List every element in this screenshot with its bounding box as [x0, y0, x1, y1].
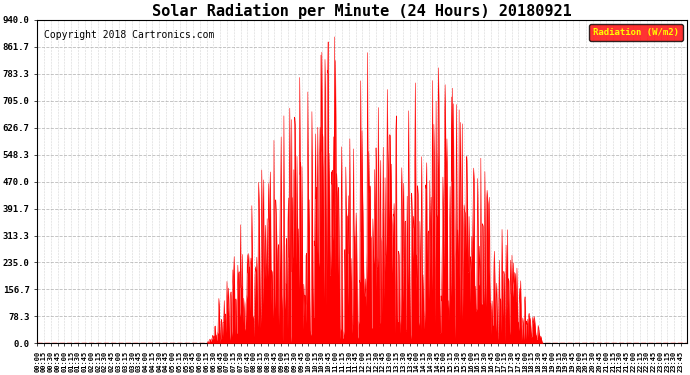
Text: Copyright 2018 Cartronics.com: Copyright 2018 Cartronics.com — [43, 30, 214, 40]
Legend: Radiation (W/m2): Radiation (W/m2) — [589, 24, 682, 40]
Title: Solar Radiation per Minute (24 Hours) 20180921: Solar Radiation per Minute (24 Hours) 20… — [152, 3, 572, 19]
